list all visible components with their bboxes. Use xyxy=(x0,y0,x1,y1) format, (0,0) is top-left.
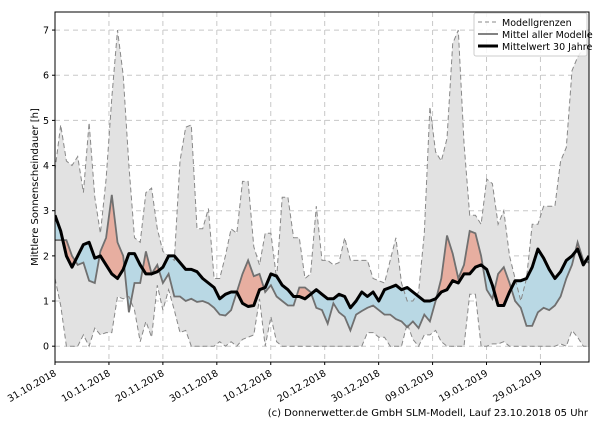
credit-text: (c) Donnerwetter.de GmbH SLM-Modell, Lau… xyxy=(268,408,589,419)
y-tick-label: 6 xyxy=(43,71,49,82)
x-tick-label: 10.11.2018 xyxy=(60,368,113,405)
legend-item: Mittelwert 30 Jahre xyxy=(502,42,592,53)
x-tick-label: 31.10.2018 xyxy=(6,368,59,405)
y-tick-label: 3 xyxy=(43,206,49,217)
x-tick-label: 29.01.2019 xyxy=(491,368,544,405)
x-tick-label: 09.01.2019 xyxy=(383,368,436,405)
x-tick-label: 20.11.2018 xyxy=(114,368,167,405)
x-tick-label: 20.12.2018 xyxy=(276,368,329,405)
y-tick-label: 5 xyxy=(43,116,49,127)
y-axis: 0 1 2 3 4 5 6 7 xyxy=(43,26,55,353)
legend-item: Modellgrenzen xyxy=(502,18,572,29)
y-tick-label: 7 xyxy=(43,26,49,37)
y-tick-label: 2 xyxy=(43,251,49,262)
x-tick-label: 19.01.2019 xyxy=(437,368,490,405)
axes-frame xyxy=(54,11,590,363)
model-lower-line xyxy=(55,278,589,348)
mean-30y-line xyxy=(55,214,589,310)
model-upper-line xyxy=(55,29,589,302)
y-tick-label: 1 xyxy=(43,297,49,308)
legend-item: Mittel aller Modelle xyxy=(502,30,593,41)
legend: Modellgrenzen Mittel aller Modelle Mitte… xyxy=(473,12,593,57)
x-axis: 31.10.2018 10.11.2018 20.11.2018 30.11.2018… xyxy=(6,362,544,405)
y-tick-label: 4 xyxy=(43,161,49,172)
x-tick-label: 10.12.2018 xyxy=(222,368,275,405)
mean-models-line xyxy=(55,194,589,333)
y-axis-label: Mittlere Sonnenscheindauer [h] xyxy=(30,108,41,266)
x-tick-label: 30.12.2018 xyxy=(330,368,383,405)
below-normal-fill xyxy=(55,215,589,331)
y-tick-label: 0 xyxy=(43,342,49,353)
x-tick-label: 30.11.2018 xyxy=(168,368,221,405)
